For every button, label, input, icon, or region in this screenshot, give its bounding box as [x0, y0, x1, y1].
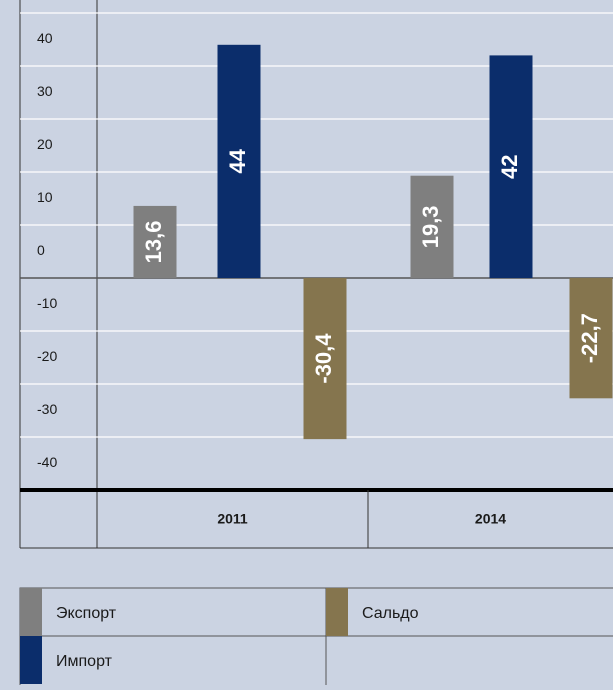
bar	[303, 278, 347, 440]
legend-swatch	[20, 636, 42, 684]
y-tick-label: 0	[37, 242, 45, 258]
value-label: 19,3	[418, 205, 443, 248]
y-tick-label: 10	[37, 189, 53, 205]
legend-label: Экспорт	[56, 605, 117, 622]
y-tick-label: -20	[37, 348, 57, 364]
y-tick-label: -30	[37, 401, 57, 417]
y-tick-label: -10	[37, 295, 57, 311]
value-label: 13,6	[141, 221, 166, 264]
y-tick-label: 30	[37, 83, 53, 99]
x-tick-label: 2011	[217, 511, 248, 527]
legend-swatch	[326, 588, 348, 636]
x-tick-label: 2014	[475, 511, 506, 527]
value-label: -30,4	[311, 333, 336, 384]
bar	[410, 175, 454, 278]
bar	[489, 55, 533, 279]
y-tick-label: 20	[37, 136, 53, 152]
legend-label: Сальдо	[362, 605, 419, 622]
value-label: 42	[497, 154, 522, 178]
y-tick-label: 40	[37, 30, 53, 46]
legend-label: Импорт	[56, 653, 113, 670]
value-label: -22,7	[577, 313, 602, 363]
value-label: 44	[225, 148, 250, 173]
legend-swatch	[20, 588, 42, 636]
bar	[217, 44, 261, 278]
bar	[133, 205, 177, 278]
bar	[569, 278, 613, 399]
y-tick-label: -40	[37, 454, 57, 470]
